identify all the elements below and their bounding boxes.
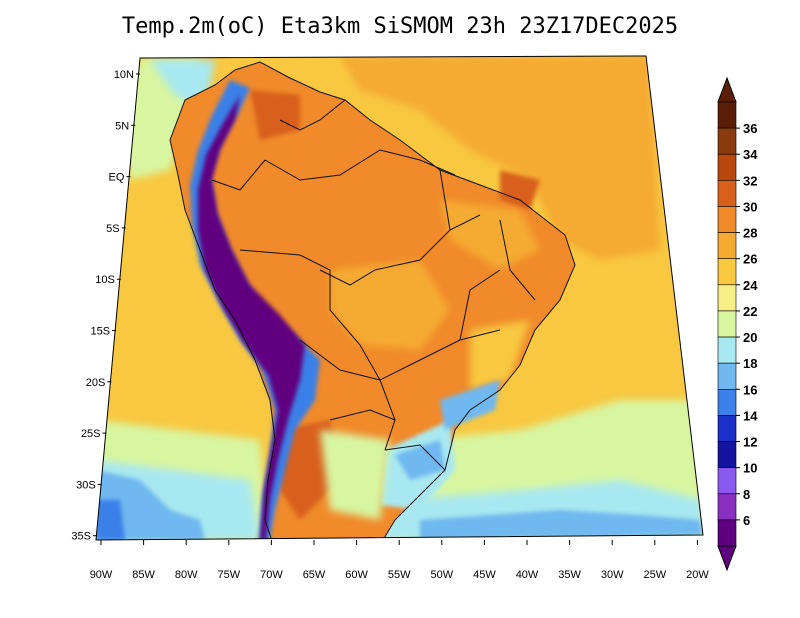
lon-tick-label: 90W xyxy=(90,569,113,581)
lon-tick-label: 70W xyxy=(260,569,283,581)
colorbar: 36 34 32 30 28 26 24 22 20 18 16 14 12 10 8 6 xyxy=(717,76,758,572)
lat-tick-label: 25S xyxy=(81,428,101,440)
lon-tick-label: 35W xyxy=(558,569,581,581)
lon-tick-label: 65W xyxy=(303,569,326,581)
colorbar-swatch xyxy=(717,336,737,364)
colorbar-swatch xyxy=(717,153,737,181)
lat-tick-label: EQ xyxy=(109,172,125,184)
ocean-warm-northeast xyxy=(340,56,660,260)
lat-tick-label: 20S xyxy=(86,377,106,389)
colorbar-swatch xyxy=(717,258,737,286)
temperature-field xyxy=(96,56,703,555)
lon-tick-label: 55W xyxy=(388,569,411,581)
lat-tick-label: 5S xyxy=(106,223,119,235)
land-colder-south-brazil xyxy=(395,440,445,480)
lon-tick-label: 20W xyxy=(686,569,709,581)
land-interior-mild xyxy=(330,260,450,350)
colorbar-label: 32 xyxy=(743,173,757,188)
lon-tick-label: 80W xyxy=(175,569,198,581)
colorbar-label: 18 xyxy=(743,356,757,371)
lon-tick-label: 50W xyxy=(430,569,453,581)
lat-tick-label: 10N xyxy=(114,69,134,81)
ocean-colder-south-pacific xyxy=(96,470,205,540)
colorbar-label: 30 xyxy=(743,199,757,214)
colorbar-swatch xyxy=(717,310,737,338)
colorbar-label: 14 xyxy=(743,408,758,423)
colorbar-label: 24 xyxy=(743,278,758,293)
land-northeast-mild xyxy=(440,200,540,270)
ocean-coldest-south-pacific xyxy=(96,500,125,540)
lon-tick-label: 25W xyxy=(643,569,666,581)
lat-tick-label: 10S xyxy=(95,274,115,286)
lon-tick-label: 45W xyxy=(473,569,496,581)
lon-tick-label: 30W xyxy=(601,569,624,581)
colorbar-label: 28 xyxy=(743,226,757,241)
colorbar-swatch xyxy=(717,180,737,207)
colorbar-label: 20 xyxy=(743,330,757,345)
colorbar-label: 34 xyxy=(743,147,758,162)
colorbar-swatch xyxy=(717,284,737,312)
land-cold-serra-do-mar xyxy=(440,380,500,430)
colorbar-label: 10 xyxy=(743,461,757,476)
colorbar-swatch xyxy=(717,232,737,260)
latitude-axis: 10N 5N EQ 5S 10S 15S 20S 25S 30S 35S xyxy=(71,69,140,543)
colorbar-label: 12 xyxy=(743,435,757,450)
map-title: Temp.2m(oC) Eta3km SiSMOM 23h 23Z17DEC20… xyxy=(121,14,679,39)
andes-very-cold xyxy=(198,95,305,540)
colorbar-swatch xyxy=(717,493,737,521)
colorbar-label: 22 xyxy=(743,304,757,319)
land-hot-colombia xyxy=(250,90,300,140)
country-borders xyxy=(169,61,576,540)
colorbar-swatch xyxy=(717,388,737,416)
patagonia-cold-spot xyxy=(210,540,235,555)
colorbar-swatch xyxy=(717,206,737,233)
colorbar-label: 16 xyxy=(743,382,757,397)
map-frame xyxy=(95,55,704,541)
colorbar-swatch xyxy=(717,362,737,390)
lon-tick-label: 75W xyxy=(217,569,240,581)
colorbar-swatch xyxy=(717,519,737,547)
lat-tick-label: 30S xyxy=(76,479,96,491)
lat-tick-label: 5N xyxy=(115,120,129,132)
lat-tick-label: 35S xyxy=(71,531,91,543)
colorbar-swatch xyxy=(717,127,737,155)
colorbar-label: 36 xyxy=(743,121,757,136)
lon-tick-label: 60W xyxy=(345,569,368,581)
colorbar-label: 8 xyxy=(743,487,750,502)
land-cool-pampas xyxy=(320,430,390,520)
colorbar-under-arrow xyxy=(717,545,737,572)
ocean-colder-south-atlantic xyxy=(420,510,703,540)
land-southeast-mild xyxy=(470,320,530,390)
colorbar-label: 6 xyxy=(743,513,750,528)
colorbar-over-arrow xyxy=(717,76,737,103)
colorbar-label: 26 xyxy=(743,252,757,267)
colorbar-swatch xyxy=(717,101,737,129)
lat-tick-label: 15S xyxy=(91,326,111,338)
lon-tick-label: 85W xyxy=(132,569,155,581)
longitude-axis: 90W 85W 80W 75W 70W 65W 60W 55W 50W 45W 40W 35W 30W 2… xyxy=(90,540,709,581)
lon-tick-label: 40W xyxy=(516,569,539,581)
colorbar-swatch xyxy=(717,415,737,442)
colorbar-swatch xyxy=(717,467,737,495)
land-hot-northeast xyxy=(500,170,540,210)
colorbar-swatch xyxy=(717,441,737,468)
